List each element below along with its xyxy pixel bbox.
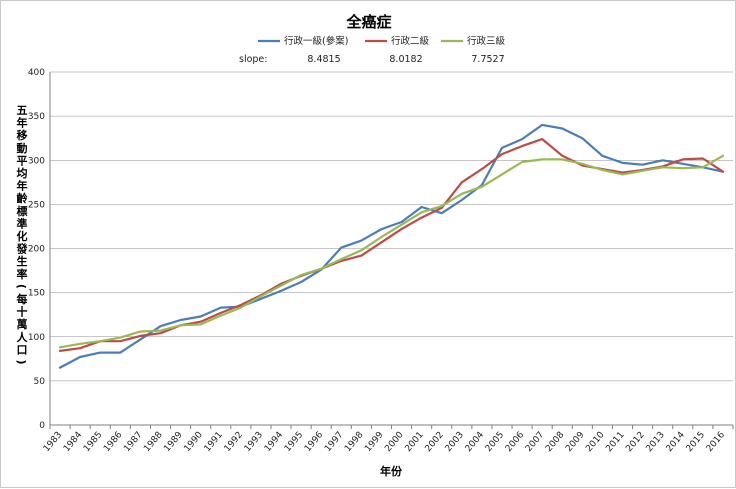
x-tick-label: 2002: [424, 430, 446, 454]
x-tick-label: 2001: [403, 430, 425, 454]
series-line-2: [58, 138, 725, 352]
y-axis-label-char: 五: [17, 104, 28, 117]
y-tick-label: 200: [28, 245, 45, 255]
x-tick-label: 1984: [62, 430, 85, 454]
y-axis-label-char: 萬: [17, 317, 28, 331]
y-tick-label: 400: [28, 68, 45, 78]
x-tick-label: 2004: [464, 430, 487, 454]
y-axis-label-char: 均: [17, 166, 28, 180]
x-tick-label: 2015: [685, 430, 707, 454]
x-axis-ticks: 1983198419851986198719881989199019911992…: [42, 425, 734, 454]
y-axis-label-char: 口: [17, 343, 28, 356]
x-tick-label: 1995: [283, 430, 305, 454]
y-tick-label: 250: [28, 200, 45, 210]
x-tick-label: 2009: [564, 430, 587, 454]
y-axis-label-char: 動: [17, 141, 28, 155]
x-tick-label: 1997: [323, 430, 345, 454]
y-axis-label-char: ): [15, 359, 28, 364]
x-tick-label: 2007: [524, 430, 546, 454]
x-tick-label: 2000: [383, 430, 406, 454]
slope-label: slope:: [239, 54, 267, 65]
y-axis-label-char: 準: [17, 216, 28, 230]
x-tick-label: 1985: [82, 430, 104, 454]
x-tick-label: 1990: [182, 430, 205, 454]
y-axis-label-char: 十: [17, 305, 28, 319]
y-tick-label: 0: [39, 421, 45, 431]
y-axis-label-char: 標: [17, 204, 28, 218]
x-tick-label: 1987: [122, 430, 144, 454]
legend: 行政一級(參案) 8.4815 行政二級 8.0182 行政三級 7.7527 slope:: [239, 35, 506, 65]
x-tick-label: 1991: [203, 430, 225, 454]
x-tick-label: 2012: [624, 430, 646, 454]
legend-label-3: 行政三級: [467, 35, 506, 47]
x-tick-label: 1989: [162, 430, 185, 454]
y-axis-label-char: 平: [17, 154, 28, 167]
y-axis-label-char: 每: [17, 292, 28, 306]
x-tick-label: 2011: [604, 430, 626, 454]
slope-value-1: 8.4815: [307, 54, 340, 65]
y-axis-label-char: 人: [17, 330, 29, 344]
x-tick-label: 2003: [444, 430, 466, 454]
legend-label-1: 行政一級(參案): [284, 35, 348, 47]
x-tick-label: 2013: [645, 430, 667, 454]
x-tick-label: 1996: [303, 430, 326, 454]
series-line-3: [58, 154, 725, 349]
y-axis-label-char: 化: [17, 229, 28, 243]
y-axis-label-char: 年: [17, 179, 28, 193]
x-tick-label: 2008: [544, 430, 567, 454]
y-axis-ticks: 0 50 100 150 200 250 300 350 400: [28, 68, 45, 431]
x-axis-label: 年份: [380, 464, 403, 478]
gridlines: [50, 71, 733, 382]
x-tick-label: 1994: [263, 430, 286, 454]
x-tick-label: 2014: [665, 430, 688, 454]
y-tick-label: 100: [28, 333, 45, 343]
x-tick-label: 1983: [42, 430, 64, 454]
series-line-1: [58, 123, 725, 369]
y-tick-label: 50: [34, 377, 46, 387]
slope-value-3: 7.7527: [471, 54, 504, 65]
y-axis-label-char: 發: [16, 242, 29, 256]
x-tick-label: 1999: [363, 430, 386, 454]
y-axis-label-char: 生: [17, 254, 28, 268]
x-tick-label: 1986: [102, 430, 125, 454]
x-tick-label: 2005: [484, 430, 506, 454]
x-tick-label: 2006: [504, 430, 527, 454]
x-tick-label: 1998: [343, 430, 366, 454]
y-axis-label-char: 移: [17, 128, 28, 142]
y-tick-label: 350: [28, 112, 45, 122]
y-axis-label-char: 齡: [17, 191, 28, 205]
y-axis-label-char: (: [15, 284, 28, 289]
slope-value-2: 8.0182: [389, 54, 422, 65]
y-axis-label-char: 率: [17, 267, 28, 281]
y-axis-label-char: 年: [17, 116, 28, 130]
x-tick-label: 1992: [223, 430, 245, 454]
y-tick-label: 300: [28, 156, 45, 166]
x-tick-label: 1993: [243, 430, 265, 454]
legend-label-2: 行政二級: [391, 35, 430, 47]
x-tick-label: 2010: [584, 430, 607, 454]
chart-title: 全癌症: [345, 13, 391, 31]
series-lines: [58, 123, 725, 369]
x-tick-label: 1988: [142, 430, 165, 454]
y-tick-label: 150: [28, 289, 45, 299]
x-tick-label: 2016: [705, 430, 728, 454]
